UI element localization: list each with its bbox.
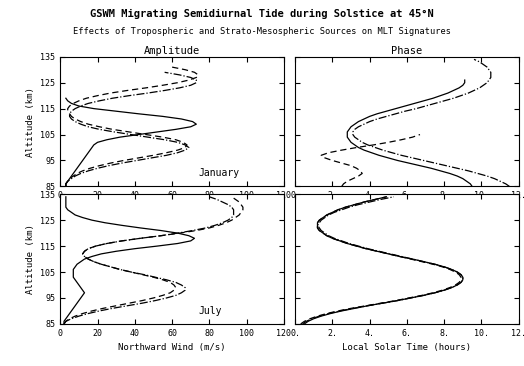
Text: Effects of Tropospheric and Strato-Mesospheric Sources on MLT Signatures: Effects of Tropospheric and Strato-Mesos… [73,27,451,37]
Text: GSWM Migrating Semidiurnal Tide during Solstice at 45°N: GSWM Migrating Semidiurnal Tide during S… [90,9,434,19]
Y-axis label: Altitude (km): Altitude (km) [26,87,35,157]
Text: July: July [199,306,222,315]
Title: Amplitude: Amplitude [144,46,200,56]
X-axis label: Northward Wind (m/s): Northward Wind (m/s) [118,343,226,352]
X-axis label: Local Solar Time (hours): Local Solar Time (hours) [342,343,472,352]
Y-axis label: Altitude (km): Altitude (km) [26,224,35,294]
Text: January: January [199,168,240,178]
Title: Phase: Phase [391,46,422,56]
